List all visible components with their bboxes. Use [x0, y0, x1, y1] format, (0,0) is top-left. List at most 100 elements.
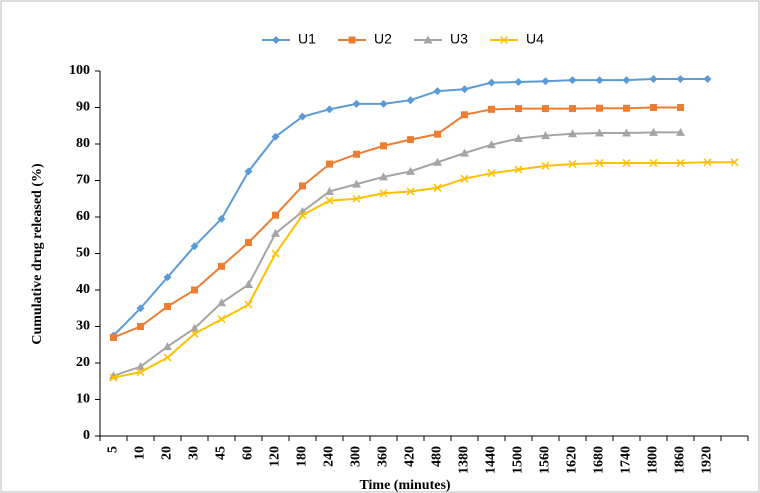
marker	[164, 302, 171, 310]
marker	[379, 99, 388, 108]
marker	[460, 148, 469, 157]
marker	[677, 104, 684, 111]
series-line	[113, 131, 681, 377]
marker	[348, 36, 356, 44]
x-tick-label: 1680	[592, 446, 607, 474]
y-tick-label: 0	[83, 428, 90, 443]
marker	[110, 333, 117, 341]
x-tick-label: 300	[349, 446, 364, 467]
x-tick-label: 5	[106, 446, 121, 453]
marker	[622, 76, 631, 85]
marker	[163, 353, 172, 362]
marker	[244, 167, 253, 176]
marker	[352, 179, 361, 188]
x-tick-label: 1440	[484, 446, 499, 474]
legend-item: U2	[338, 31, 392, 47]
marker	[136, 368, 145, 377]
marker	[434, 130, 441, 138]
x-tick-label: 10	[133, 446, 148, 460]
marker	[730, 158, 739, 167]
marker	[271, 132, 280, 141]
marker	[379, 172, 388, 181]
x-tick-label: 1740	[619, 446, 634, 474]
y-tick-label: 100	[69, 63, 90, 78]
marker	[406, 166, 415, 175]
marker	[217, 315, 226, 324]
marker	[676, 158, 685, 168]
marker	[271, 249, 280, 258]
x-tick-label: 20	[160, 446, 175, 460]
marker	[325, 186, 334, 195]
marker	[542, 105, 549, 113]
marker	[514, 165, 523, 174]
series-line	[113, 161, 735, 379]
marker	[514, 77, 523, 86]
x-tick-label: 1920	[700, 446, 715, 474]
x-tick-label: 1380	[457, 446, 472, 474]
marker	[191, 286, 198, 294]
y-tick-label: 70	[76, 173, 90, 188]
marker	[352, 99, 361, 108]
marker	[595, 158, 604, 168]
legend-item: U1	[262, 31, 316, 47]
marker	[568, 129, 577, 138]
legend-label: U2	[374, 31, 392, 47]
marker	[163, 273, 172, 282]
marker	[136, 304, 145, 313]
legend-label: U4	[526, 31, 544, 47]
marker	[650, 104, 657, 111]
marker	[380, 142, 387, 150]
marker	[406, 187, 415, 196]
x-tick-label: 480	[430, 446, 445, 467]
marker	[272, 36, 280, 44]
marker	[433, 183, 442, 192]
marker	[461, 111, 468, 119]
marker	[541, 77, 550, 86]
legend-item: U4	[490, 31, 544, 47]
x-tick-label: 120	[268, 446, 283, 467]
marker	[595, 76, 604, 85]
legend-label: U3	[450, 31, 468, 47]
marker	[407, 136, 414, 144]
marker	[676, 127, 685, 136]
marker	[623, 104, 630, 112]
x-tick-label: 420	[403, 446, 418, 467]
y-tick-label: 50	[76, 246, 90, 261]
marker	[499, 35, 509, 45]
x-tick-label: 360	[376, 446, 391, 467]
marker	[190, 242, 199, 251]
marker	[299, 182, 306, 190]
marker	[541, 161, 550, 170]
marker	[298, 211, 307, 220]
marker	[298, 112, 307, 121]
marker	[596, 104, 603, 112]
marker	[218, 262, 225, 270]
marker	[515, 105, 522, 113]
marker	[163, 342, 172, 351]
x-axis-label: Time (minutes)	[359, 478, 450, 493]
marker	[487, 140, 496, 149]
marker	[272, 211, 279, 219]
marker	[703, 158, 712, 167]
y-tick-label: 90	[76, 100, 90, 115]
marker	[460, 85, 469, 94]
marker	[488, 105, 495, 113]
x-tick-label: 30	[187, 446, 202, 460]
marker	[622, 128, 631, 137]
marker	[460, 174, 469, 183]
x-tick-label: 1800	[646, 446, 661, 474]
y-tick-label: 20	[76, 355, 90, 370]
marker	[217, 298, 226, 307]
marker	[649, 158, 658, 168]
marker	[190, 323, 199, 332]
marker	[271, 228, 280, 237]
x-tick-label: 1500	[511, 446, 526, 474]
marker	[487, 169, 496, 178]
x-tick-label: 1620	[565, 446, 580, 474]
x-tick-label: 60	[241, 446, 256, 460]
marker	[514, 134, 523, 143]
y-tick-label: 80	[76, 136, 90, 151]
y-tick-label: 60	[76, 209, 90, 224]
marker	[379, 189, 388, 198]
